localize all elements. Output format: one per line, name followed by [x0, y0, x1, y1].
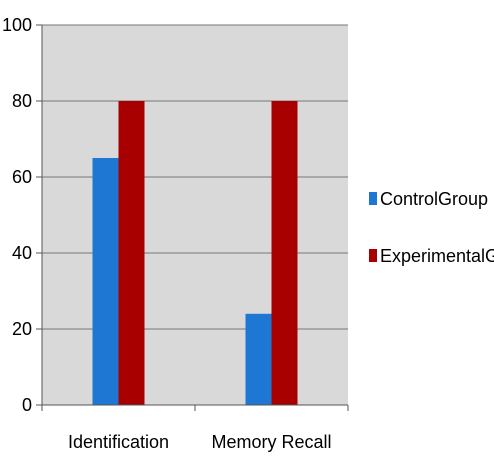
plot-area [42, 25, 348, 405]
y-tick-label: 0 [22, 395, 32, 415]
y-tick-label: 100 [2, 15, 32, 35]
y-tick-label: 20 [12, 319, 32, 339]
bar-experimentalgroup-memory-recall [271, 101, 298, 405]
x-axis-categories: Identification Memory Recall [68, 432, 332, 452]
x-category-label: Memory Recall [211, 432, 331, 452]
bar-group [92, 101, 298, 405]
bar-experimentalgroup-identification [118, 101, 145, 405]
y-tick-label: 60 [12, 167, 32, 187]
y-tick-label: 80 [12, 91, 32, 111]
bar-controlgroup-identification [92, 158, 119, 405]
legend-swatch [369, 249, 377, 262]
legend-label: ExperimentalGroup [380, 246, 494, 266]
y-axis-ticks: 0 20 40 60 80 100 [2, 15, 42, 415]
legend-label: ControlGroup [380, 189, 488, 209]
axes [41, 25, 349, 411]
legend-swatch [369, 192, 377, 205]
legend: ControlGroup ExperimentalGroup [369, 189, 494, 266]
x-category-label: Identification [68, 432, 169, 452]
y-tick-label: 40 [12, 243, 32, 263]
bar-controlgroup-memory-recall [245, 313, 272, 405]
